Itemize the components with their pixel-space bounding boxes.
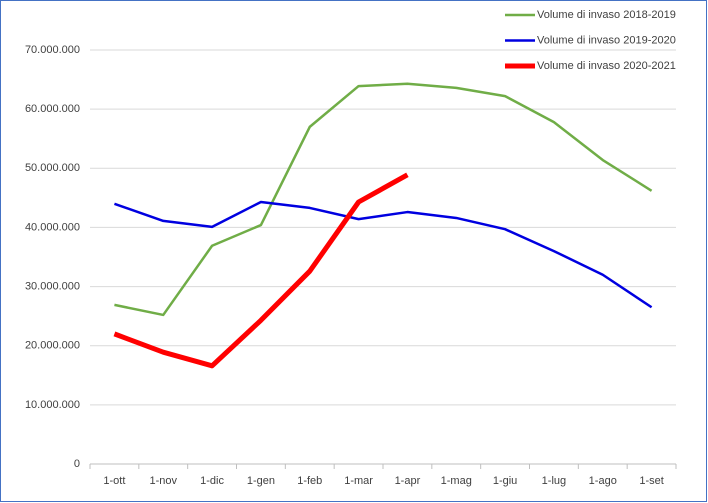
x-tick-label: 1-lug bbox=[542, 475, 566, 487]
x-tick-label: 1-ott bbox=[103, 475, 125, 487]
y-tick-label: 50.000.000 bbox=[25, 162, 80, 174]
y-tick-label: 70.000.000 bbox=[25, 44, 80, 56]
y-tick-label: 10.000.000 bbox=[25, 399, 80, 411]
x-tick-label: 1-gen bbox=[247, 475, 275, 487]
x-tick-label: 1-mar bbox=[344, 475, 373, 487]
series-line bbox=[113, 172, 409, 369]
legend-label: Volume di invaso 2019-2020 bbox=[537, 34, 676, 46]
x-tick-label: 1-apr bbox=[395, 475, 421, 487]
y-tick-label: 60.000.000 bbox=[25, 103, 80, 115]
legend-label: Volume di invaso 2020-2021 bbox=[537, 60, 676, 72]
x-tick-label: 1-dic bbox=[200, 475, 224, 487]
y-tick-label: 30.000.000 bbox=[25, 280, 80, 292]
y-tick-label: 40.000.000 bbox=[25, 221, 80, 233]
y-tick-label: 20.000.000 bbox=[25, 340, 80, 352]
series-line bbox=[114, 200, 653, 309]
x-tick-label: 1-nov bbox=[149, 475, 177, 487]
x-tick-label: 1-ago bbox=[589, 475, 617, 487]
series-line bbox=[114, 82, 653, 317]
y-tick-label: 0 bbox=[74, 458, 80, 470]
x-tick-label: 1-mag bbox=[441, 475, 472, 487]
legend-label: Volume di invaso 2018-2019 bbox=[537, 9, 676, 21]
x-tick-label: 1-set bbox=[639, 475, 663, 487]
x-tick-label: 1-giu bbox=[493, 475, 517, 487]
x-tick-label: 1-feb bbox=[297, 475, 322, 487]
